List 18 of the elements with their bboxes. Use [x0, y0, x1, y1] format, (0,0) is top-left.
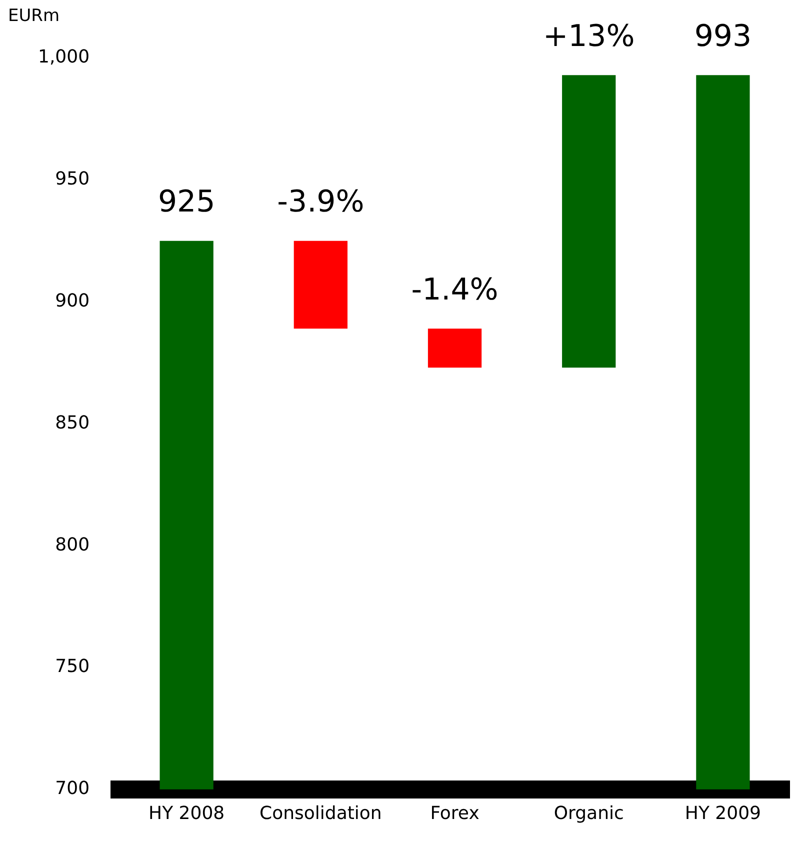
annotation: -1.4%	[411, 272, 498, 308]
y-tick-label: 950	[55, 168, 90, 190]
x-tick-label: HY 2008	[148, 802, 225, 824]
x-tick-label: HY 2009	[684, 802, 761, 824]
y-tick-label: 800	[55, 534, 90, 556]
x-tick-label: Forex	[430, 802, 480, 824]
y-tick-label: 850	[55, 412, 90, 434]
annotation: -3.9%	[277, 184, 364, 220]
y-tick-label: 1,000	[38, 46, 90, 68]
annotation: +13%	[542, 18, 635, 54]
y-axis-title: EURm	[8, 6, 60, 26]
x-tick-label: Consolidation	[260, 802, 382, 824]
y-tick-label: 900	[55, 290, 90, 312]
y-tick-label: 750	[55, 656, 90, 678]
x-tick-label: Organic	[554, 802, 624, 824]
y-tick-label: 700	[55, 778, 90, 800]
data-label: 993	[694, 18, 752, 54]
data-label: 925	[158, 184, 216, 220]
